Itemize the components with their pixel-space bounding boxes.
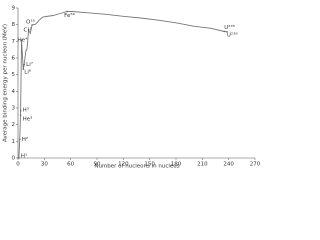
nuclide-point — [22, 68, 24, 70]
x-tick-label: 90 — [94, 162, 101, 168]
y-tick-label: 8 — [12, 22, 16, 28]
x-tick-label: 120 — [118, 162, 129, 168]
x-tick-label: 210 — [197, 162, 208, 168]
nuclide-point — [19, 114, 22, 116]
nuclide-point — [31, 24, 33, 26]
y-axis-label: Average binding energy per nucleon (MeV) — [3, 24, 9, 142]
nuclide-label: U²³⁵ — [224, 24, 235, 31]
y-tick-label: 4 — [12, 89, 16, 95]
x-tick-label: 240 — [223, 162, 234, 168]
y-tick-label: 1 — [12, 139, 16, 145]
x-tick-label: 270 — [250, 162, 260, 168]
nuclide-label: O¹⁶ — [26, 19, 36, 26]
y-tick-label: 7 — [12, 39, 16, 45]
chart: Number of nucleons in nucleus Average bi… — [3, 6, 261, 170]
x-tick-label: 180 — [171, 162, 182, 168]
nuclide-point — [226, 31, 228, 33]
nuclide-label: He⁴ — [18, 37, 29, 44]
nuclide-label: H³ — [23, 106, 29, 113]
nuclide-label: Fe⁵⁶ — [64, 12, 75, 19]
nuclide-label: H¹ — [21, 153, 27, 160]
y-tick-label: 0 — [12, 156, 16, 162]
x-axis-label: Number of nucleons in nucleus — [94, 164, 179, 170]
nuclide-point — [23, 63, 25, 66]
y-tick-label: 2 — [12, 122, 16, 128]
x-tick-label: 150 — [144, 162, 155, 168]
nuclide-label: Li⁷ — [26, 61, 33, 68]
nuclide-point — [19, 138, 21, 141]
nuclide-label: He³ — [23, 116, 33, 123]
y-tick-label: 9 — [12, 6, 16, 12]
x-tick-label: 0 — [16, 162, 20, 168]
y-tick-label: 3 — [12, 106, 16, 112]
nuclide-label: C¹² — [24, 27, 32, 34]
nuclide-point — [20, 39, 23, 41]
nuclide-point — [27, 29, 30, 31]
nuclide-point — [18, 157, 20, 159]
nuclide-point — [19, 110, 22, 112]
curve — [18, 11, 227, 159]
nuclide-label: U²³⁸ — [227, 31, 238, 38]
x-tick-label: 30 — [41, 162, 48, 168]
nuclide-point — [223, 30, 225, 33]
nuclide-label: Li⁶ — [24, 69, 32, 76]
y-tick-label: 6 — [12, 56, 16, 62]
nuclide-point — [66, 10, 68, 13]
nuclide-label: H² — [22, 136, 28, 143]
y-tick-label: 5 — [12, 72, 16, 78]
x-tick-label: 60 — [67, 162, 74, 168]
